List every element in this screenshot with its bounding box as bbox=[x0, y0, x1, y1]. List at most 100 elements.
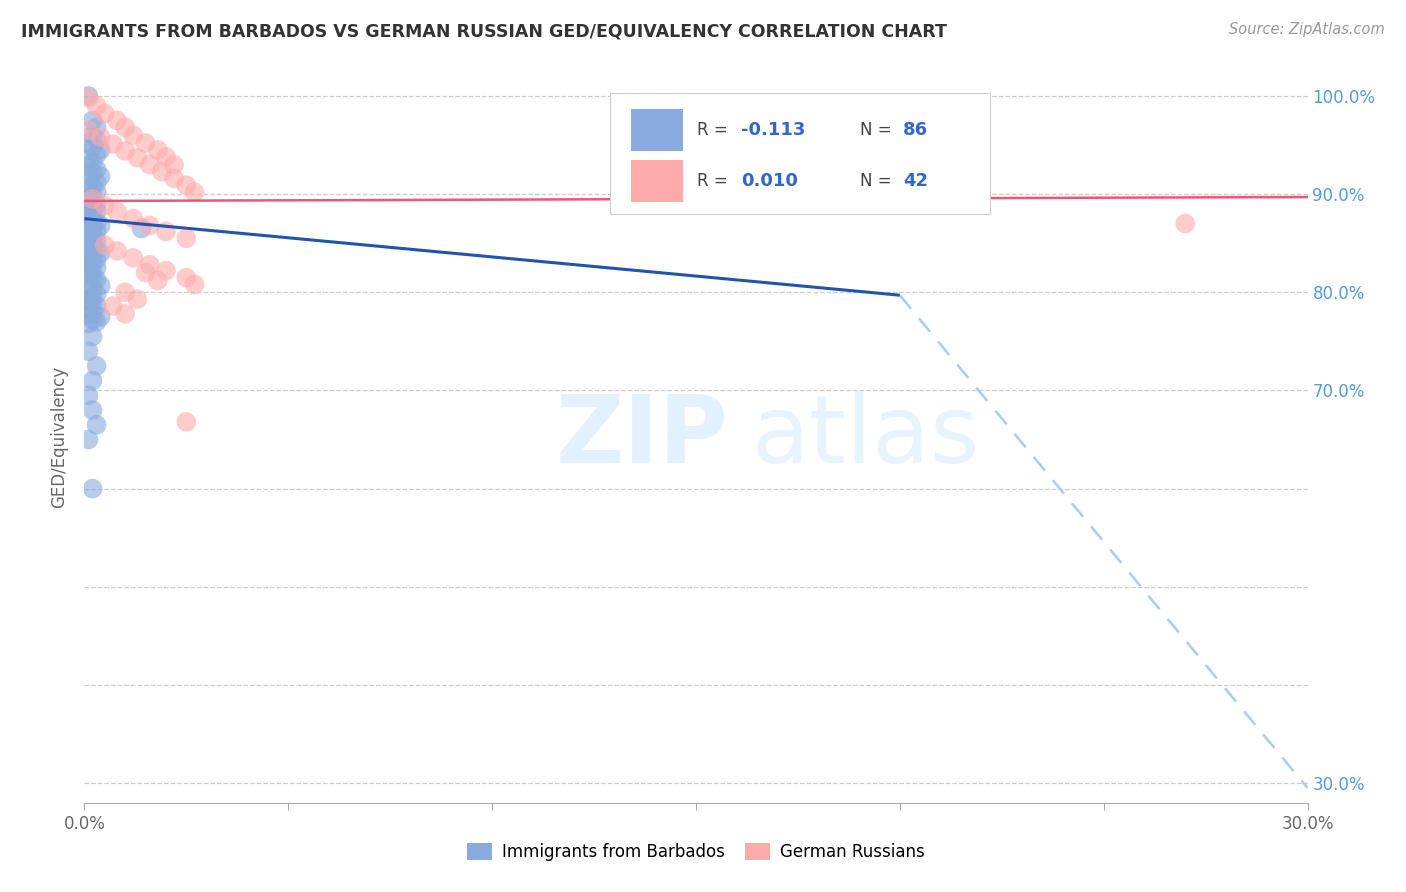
Point bbox=[77, 248, 100, 262]
Point bbox=[86, 185, 108, 199]
Point bbox=[77, 182, 100, 196]
Point bbox=[138, 158, 160, 172]
FancyBboxPatch shape bbox=[610, 94, 990, 214]
Point bbox=[183, 185, 205, 199]
Text: IMMIGRANTS FROM BARBADOS VS GERMAN RUSSIAN GED/EQUIVALENCY CORRELATION CHART: IMMIGRANTS FROM BARBADOS VS GERMAN RUSSI… bbox=[21, 22, 948, 40]
Point bbox=[82, 211, 104, 225]
Point bbox=[82, 192, 104, 206]
Point bbox=[82, 194, 104, 209]
Point bbox=[77, 258, 100, 272]
Point bbox=[105, 113, 128, 128]
Point bbox=[82, 250, 104, 264]
Point bbox=[90, 310, 112, 324]
Point bbox=[82, 238, 104, 252]
Point bbox=[93, 106, 115, 120]
Point bbox=[82, 244, 104, 258]
Point bbox=[86, 99, 108, 113]
Point bbox=[86, 148, 108, 162]
Y-axis label: GED/Equivalency: GED/Equivalency bbox=[51, 366, 69, 508]
Point bbox=[138, 258, 160, 272]
Text: 86: 86 bbox=[903, 121, 928, 139]
Point bbox=[90, 143, 112, 157]
Point bbox=[77, 136, 100, 150]
Point bbox=[86, 214, 108, 228]
Point bbox=[82, 296, 104, 310]
Point bbox=[77, 236, 100, 251]
Point bbox=[127, 151, 149, 165]
Point bbox=[122, 211, 145, 226]
Point bbox=[82, 232, 104, 246]
Point bbox=[174, 415, 197, 429]
Point bbox=[127, 292, 149, 306]
Point bbox=[82, 207, 104, 221]
Point bbox=[86, 162, 108, 177]
Point bbox=[82, 217, 104, 231]
Point bbox=[82, 222, 104, 236]
Point bbox=[86, 260, 108, 275]
Point bbox=[77, 253, 100, 268]
Point bbox=[82, 263, 104, 277]
Point bbox=[86, 203, 108, 218]
Point bbox=[82, 305, 104, 319]
Point bbox=[82, 128, 104, 143]
Point bbox=[82, 200, 104, 214]
Point bbox=[82, 256, 104, 270]
Point bbox=[77, 276, 100, 290]
Point bbox=[77, 91, 100, 105]
Text: N =: N = bbox=[860, 172, 897, 190]
Point bbox=[86, 224, 108, 238]
Text: atlas: atlas bbox=[751, 391, 979, 483]
Point bbox=[77, 160, 100, 174]
Point bbox=[82, 482, 104, 496]
Point bbox=[114, 144, 136, 158]
Point bbox=[135, 266, 157, 280]
Point bbox=[82, 269, 104, 284]
Point bbox=[86, 315, 108, 329]
Point bbox=[77, 227, 100, 241]
Point bbox=[183, 277, 205, 292]
Text: -0.113: -0.113 bbox=[741, 121, 806, 139]
Point bbox=[86, 287, 108, 301]
Point bbox=[82, 374, 104, 388]
Text: ZIP: ZIP bbox=[555, 391, 728, 483]
Point bbox=[77, 212, 100, 227]
Point bbox=[77, 172, 100, 186]
Point bbox=[86, 234, 108, 248]
Point bbox=[86, 133, 108, 147]
FancyBboxPatch shape bbox=[631, 160, 682, 202]
Point bbox=[155, 263, 177, 277]
Point bbox=[1174, 217, 1197, 231]
Point bbox=[86, 299, 108, 313]
Point bbox=[86, 120, 108, 135]
Point bbox=[82, 312, 104, 326]
Point bbox=[82, 281, 104, 295]
Point bbox=[150, 164, 173, 178]
Point bbox=[77, 89, 100, 103]
Point bbox=[90, 246, 112, 260]
Point bbox=[114, 285, 136, 300]
Point bbox=[82, 329, 104, 343]
Point bbox=[122, 251, 145, 265]
Point bbox=[131, 221, 153, 235]
Point bbox=[138, 219, 160, 233]
Point bbox=[77, 285, 100, 299]
Point bbox=[86, 417, 108, 432]
Text: Source: ZipAtlas.com: Source: ZipAtlas.com bbox=[1229, 22, 1385, 37]
Point bbox=[77, 317, 100, 331]
Point bbox=[82, 166, 104, 180]
Point bbox=[101, 136, 124, 151]
Point bbox=[105, 244, 128, 258]
Point bbox=[146, 273, 169, 287]
Point bbox=[163, 158, 186, 172]
Point bbox=[155, 224, 177, 238]
Point bbox=[114, 120, 136, 135]
Point bbox=[82, 155, 104, 169]
Point bbox=[90, 219, 112, 233]
Point bbox=[86, 272, 108, 286]
Point bbox=[82, 179, 104, 194]
Text: N =: N = bbox=[860, 121, 897, 139]
Point bbox=[82, 140, 104, 154]
Point bbox=[86, 175, 108, 189]
Point bbox=[114, 307, 136, 321]
Point bbox=[77, 123, 100, 137]
